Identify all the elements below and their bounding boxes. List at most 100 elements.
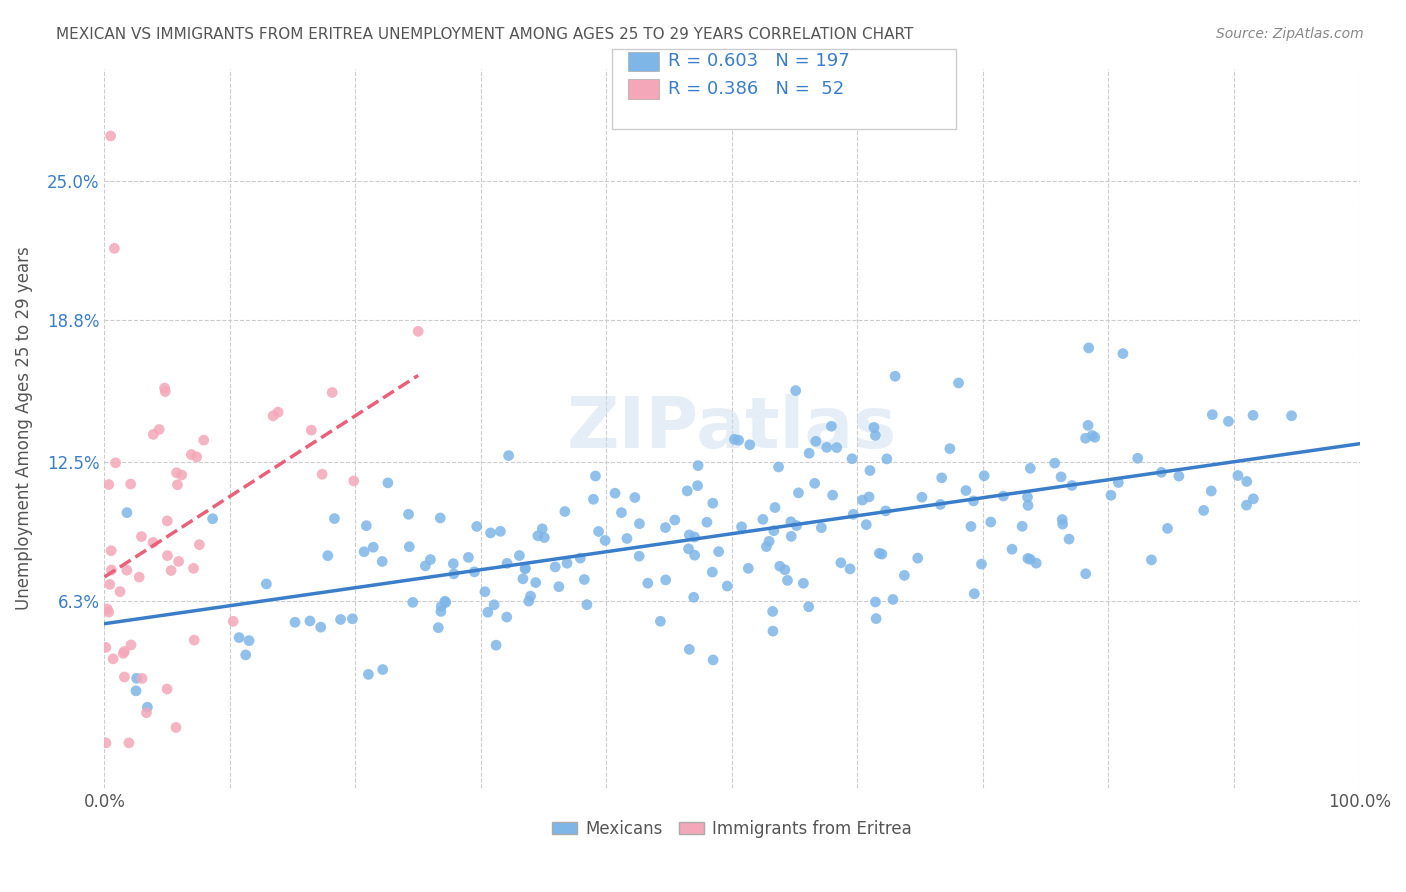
Immigrants from Eritrea xyxy=(131,672,153,686)
Mexicans xyxy=(574,573,596,587)
Immigrants from Eritrea xyxy=(299,423,322,437)
Mexicans xyxy=(519,589,541,603)
Mexicans xyxy=(531,522,554,536)
Mexicans xyxy=(1019,461,1042,475)
Mexicans xyxy=(402,595,425,609)
Mexicans xyxy=(1001,542,1024,557)
Mexicans xyxy=(433,594,456,608)
Mexicans xyxy=(474,584,496,599)
Immigrants from Eritrea xyxy=(96,602,118,616)
Mexicans xyxy=(628,516,651,531)
Mexicans xyxy=(780,529,803,543)
Mexicans xyxy=(1025,556,1047,570)
Mexicans xyxy=(702,653,724,667)
Mexicans xyxy=(485,638,508,652)
Mexicans xyxy=(479,525,502,540)
Mexicans xyxy=(512,572,534,586)
Immigrants from Eritrea xyxy=(165,721,187,735)
Mexicans xyxy=(1241,409,1264,423)
Mexicans xyxy=(702,496,724,510)
Immigrants from Eritrea xyxy=(343,474,366,488)
Mexicans xyxy=(786,518,808,533)
Mexicans xyxy=(955,483,977,498)
Mexicans xyxy=(686,458,709,473)
Mexicans xyxy=(825,441,848,455)
Immigrants from Eritrea xyxy=(120,638,142,652)
Mexicans xyxy=(1281,409,1303,423)
Mexicans xyxy=(284,615,307,630)
Mexicans xyxy=(1218,414,1240,428)
Mexicans xyxy=(851,493,873,508)
Mexicans xyxy=(342,612,364,626)
Immigrants from Eritrea xyxy=(321,385,343,400)
Mexicans xyxy=(1156,521,1178,535)
Immigrants from Eritrea xyxy=(114,670,136,684)
Mexicans xyxy=(797,446,820,460)
Mexicans xyxy=(1167,469,1189,483)
Immigrants from Eritrea xyxy=(156,514,179,528)
Immigrants from Eritrea xyxy=(186,450,208,464)
Mexicans xyxy=(773,563,796,577)
Mexicans xyxy=(515,561,537,575)
Mexicans xyxy=(115,506,138,520)
Text: ZIPatlas: ZIPatlas xyxy=(567,393,897,463)
Mexicans xyxy=(477,605,499,619)
Mexicans xyxy=(804,434,827,449)
Mexicans xyxy=(865,612,887,626)
Mexicans xyxy=(1112,346,1135,360)
Mexicans xyxy=(654,520,676,534)
Immigrants from Eritrea xyxy=(193,433,215,447)
Mexicans xyxy=(1077,341,1099,355)
Immigrants from Eritrea xyxy=(100,128,122,143)
Immigrants from Eritrea xyxy=(135,706,157,720)
Mexicans xyxy=(415,558,437,573)
Mexicans xyxy=(555,556,578,570)
Mexicans xyxy=(865,428,887,442)
Immigrants from Eritrea xyxy=(142,535,165,549)
Mexicans xyxy=(527,529,550,543)
Mexicans xyxy=(768,459,790,474)
Mexicans xyxy=(650,615,672,629)
Mexicans xyxy=(980,515,1002,529)
Mexicans xyxy=(547,580,569,594)
Mexicans xyxy=(533,531,555,545)
Mexicans xyxy=(489,524,512,539)
Mexicans xyxy=(678,528,700,542)
Mexicans xyxy=(907,551,929,566)
Immigrants from Eritrea xyxy=(183,633,205,648)
Mexicans xyxy=(1236,475,1258,489)
Mexicans xyxy=(443,566,465,581)
Immigrants from Eritrea xyxy=(98,577,121,591)
Mexicans xyxy=(616,532,638,546)
Mexicans xyxy=(865,595,887,609)
Mexicans xyxy=(858,490,880,504)
Mexicans xyxy=(554,504,576,518)
Mexicans xyxy=(815,441,838,455)
Mexicans xyxy=(696,515,718,529)
Mexicans xyxy=(683,548,706,562)
Immigrants from Eritrea xyxy=(104,456,127,470)
Text: R = 0.603   N = 197: R = 0.603 N = 197 xyxy=(668,52,849,70)
Mexicans xyxy=(419,552,441,566)
Immigrants from Eritrea xyxy=(167,554,190,568)
Mexicans xyxy=(810,521,832,535)
Mexicans xyxy=(755,540,778,554)
Mexicans xyxy=(495,610,517,624)
Mexicans xyxy=(707,544,730,558)
Mexicans xyxy=(1201,408,1223,422)
Mexicans xyxy=(686,478,709,492)
Immigrants from Eritrea xyxy=(153,381,176,395)
Immigrants from Eritrea xyxy=(267,405,290,419)
Mexicans xyxy=(730,520,752,534)
Mexicans xyxy=(353,545,375,559)
Mexicans xyxy=(758,534,780,549)
Mexicans xyxy=(238,633,260,648)
Mexicans xyxy=(787,486,810,500)
Mexicans xyxy=(430,599,453,614)
Mexicans xyxy=(1011,519,1033,533)
Mexicans xyxy=(575,598,598,612)
Mexicans xyxy=(371,663,394,677)
Immigrants from Eritrea xyxy=(180,448,202,462)
Mexicans xyxy=(654,573,676,587)
Mexicans xyxy=(125,683,148,698)
